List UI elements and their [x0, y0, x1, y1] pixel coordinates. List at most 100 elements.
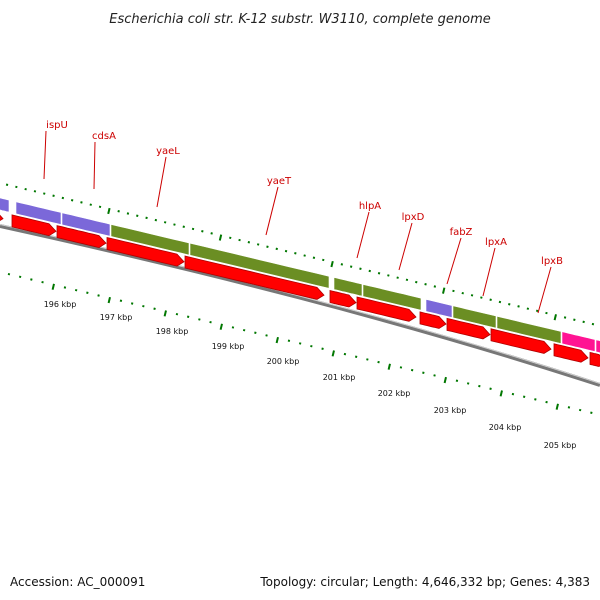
inner-tick: [173, 223, 176, 226]
outer-tick: [231, 326, 235, 329]
inner-tick: [452, 289, 455, 293]
cds-arrow-4: [106, 236, 185, 267]
gene-label-fabZ: fabZ: [450, 227, 473, 238]
inner-tick: [275, 247, 278, 251]
kbp-label-199: 199 kbp: [212, 342, 245, 351]
outer-tick: [163, 310, 167, 317]
kbp-label-203: 203 kbp: [434, 406, 467, 415]
category-block-7: [362, 284, 422, 311]
outer-tick: [545, 400, 548, 404]
gene-label-yaeL: yaeL: [156, 146, 180, 157]
inner-tick: [349, 265, 353, 268]
inner-tick: [415, 280, 418, 284]
outer-tick: [310, 344, 313, 348]
outer-tick: [410, 368, 414, 372]
inner-tick: [582, 320, 585, 324]
gene-label-ispU: ispU: [46, 120, 68, 131]
outer-tick: [331, 350, 335, 357]
inner-tick: [201, 229, 204, 233]
category-track: [0, 197, 600, 354]
cds-arrow-11: [553, 343, 589, 363]
kbp-label-197: 197 kbp: [100, 313, 133, 322]
inner-tick: [545, 311, 548, 315]
kbp-label-202: 202 kbp: [378, 389, 411, 398]
gene-leader-4: [265, 186, 279, 236]
inner-tick: [117, 210, 120, 213]
outer-tick: [578, 408, 582, 412]
inner-tick: [80, 201, 83, 204]
inner-tick: [508, 302, 511, 306]
gene-leader-5: [356, 211, 370, 259]
outer-tick: [489, 387, 492, 390]
gene-leader-7: [446, 237, 462, 285]
inner-tick: [387, 274, 390, 277]
cds-arrow-3: [56, 225, 107, 249]
outer-tick: [287, 339, 291, 343]
gene-label-cdsA: cdsA: [92, 131, 116, 142]
kbp-label-201: 201 kbp: [323, 373, 356, 382]
cds-arrow-1: [0, 214, 4, 222]
outer-tick: [387, 363, 391, 370]
outer-tick: [399, 366, 403, 369]
outer-tick: [119, 299, 123, 303]
inner-tick: [563, 316, 567, 319]
inner-tick: [433, 285, 437, 288]
outer-tick: [567, 406, 571, 409]
gene-leader-6: [398, 222, 413, 271]
category-block-5: [189, 242, 330, 289]
inner-tick: [405, 278, 409, 282]
outer-tick: [321, 347, 324, 351]
outer-tick: [97, 294, 100, 297]
inner-tick: [424, 283, 427, 286]
gene-label-lpxA: lpxA: [485, 237, 507, 248]
outer-tick: [366, 358, 369, 361]
inner-tick: [359, 267, 362, 271]
inner-tick: [340, 263, 344, 266]
inner-tick: [461, 291, 464, 295]
outer-tick: [30, 278, 33, 281]
category-block-11: [561, 331, 596, 352]
kbp-label-205: 205 kbp: [544, 441, 577, 450]
kbp-label-200: 200 kbp: [267, 357, 300, 366]
inner-tick-track: [5, 183, 595, 326]
inner-tick: [5, 183, 9, 186]
outer-tick: [219, 323, 223, 330]
inner-tick: [303, 254, 306, 257]
inner-tick: [312, 256, 316, 259]
inner-tick: [442, 287, 446, 294]
outer-tick: [478, 384, 481, 388]
gene-label-lpxD: lpxD: [402, 212, 425, 223]
inner-tick: [33, 190, 37, 193]
outer-tick: [377, 360, 380, 364]
category-block-10: [496, 315, 562, 344]
inner-tick: [15, 185, 18, 189]
inner-tick: [573, 318, 576, 321]
inner-tick: [535, 309, 539, 313]
inner-tick: [145, 216, 148, 220]
inner-tick: [210, 232, 213, 235]
outer-tick: [63, 286, 67, 289]
inner-tick: [24, 187, 27, 191]
outer-tick: [242, 328, 246, 332]
cds-arrow-7: [356, 296, 417, 322]
inner-tick: [470, 294, 474, 297]
inner-tick: [163, 221, 167, 224]
inner-tick: [266, 245, 269, 248]
outer-tick: [298, 342, 302, 345]
outer-tick: [511, 392, 515, 396]
outer-tick: [422, 371, 425, 374]
category-block-8: [425, 299, 453, 318]
category-block-6: [333, 277, 363, 297]
inner-tick: [489, 298, 492, 302]
outer-tick: [590, 411, 593, 414]
category-block-3: [61, 212, 111, 237]
inner-tick: [256, 243, 260, 246]
inner-tick: [126, 212, 130, 215]
outer-tick: [18, 275, 22, 279]
inner-tick: [218, 234, 223, 241]
inner-tick: [107, 207, 111, 215]
category-block-12: [595, 339, 600, 354]
outer-tick: [466, 382, 470, 385]
outer-tick: [51, 283, 55, 290]
category-block-4: [110, 224, 190, 256]
